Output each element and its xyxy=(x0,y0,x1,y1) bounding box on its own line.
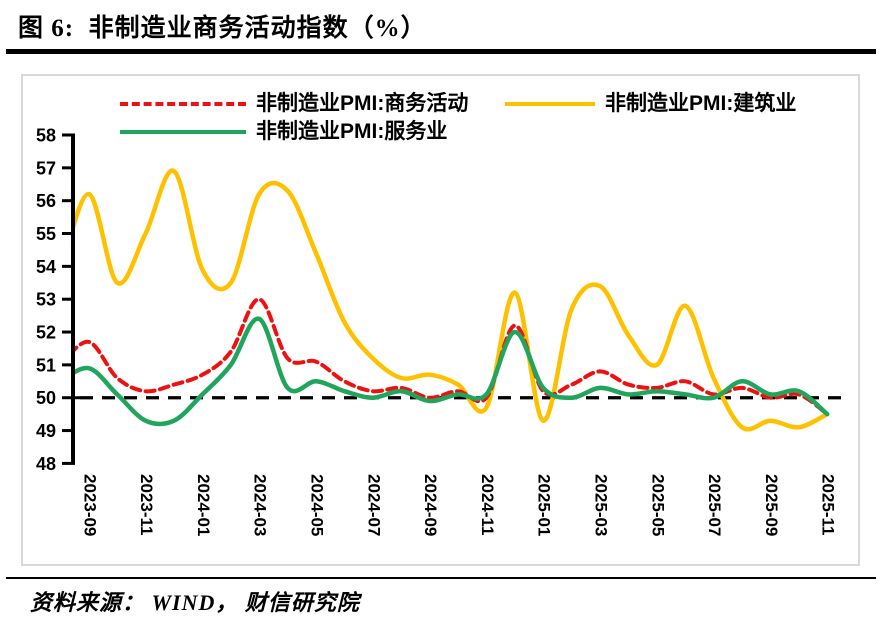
x-axis-label: 2023-09 xyxy=(80,474,99,536)
y-axis-tick xyxy=(62,396,80,400)
y-axis-label: 53 xyxy=(36,290,56,310)
y-axis-label: 48 xyxy=(36,454,56,474)
y-axis-tick xyxy=(62,199,71,203)
chart-panel: 48 49 50 51 52 53 54 55 56 57 58 2023-09 2023-11 2024… xyxy=(21,74,860,566)
legend-swatch-services xyxy=(120,130,246,134)
y-axis-tick xyxy=(62,166,71,170)
y-axis-line xyxy=(71,133,75,465)
y-axis-label: 52 xyxy=(36,323,56,343)
y-axis-tick xyxy=(62,264,71,268)
y-axis-label: 49 xyxy=(36,421,56,441)
x-axis-label: 2023-11 xyxy=(137,474,156,535)
x-axis-label: 2025-07 xyxy=(705,474,724,536)
y-axis-label: 58 xyxy=(36,126,56,146)
y-axis-tick xyxy=(62,461,71,465)
y-axis-tick xyxy=(62,133,71,137)
y-axis-tick xyxy=(62,363,71,367)
y-axis-label: 57 xyxy=(36,158,56,178)
x-axis-label: 2024-03 xyxy=(251,474,270,536)
series-business-activity-line xyxy=(75,297,830,417)
y-axis-tick xyxy=(62,330,71,334)
legend-item-services: 非制造业PMI:服务业 xyxy=(120,120,447,144)
series-services-line xyxy=(75,316,830,427)
legend-swatch-business-activity xyxy=(120,102,246,106)
legend-swatch-construction xyxy=(505,102,595,106)
x-axis-label: 2025-09 xyxy=(762,474,781,536)
y-axis-label: 56 xyxy=(36,191,56,211)
y-axis-label: 54 xyxy=(36,257,56,277)
y-axis-label: 50 xyxy=(36,388,56,408)
x-axis-label: 2024-11 xyxy=(478,474,497,535)
legend-item-construction: 非制造业PMI:建筑业 xyxy=(505,92,796,116)
figure-title: 图 6: 非制造业商务活动指数（%） xyxy=(18,15,427,42)
y-axis-label: 55 xyxy=(36,224,56,244)
legend-label-construction: 非制造业PMI:建筑业 xyxy=(605,92,797,115)
x-axis-label: 2024-05 xyxy=(308,474,327,536)
source-rule xyxy=(6,577,876,579)
legend-item-business-activity: 非制造业PMI:商务活动 xyxy=(120,92,468,116)
x-axis-label: 2025-11 xyxy=(819,474,838,535)
series-construction-line xyxy=(75,168,830,432)
x-axis-label: 2024-07 xyxy=(364,474,383,536)
legend-label-business-activity: 非制造业PMI:商务活动 xyxy=(256,92,469,115)
x-axis-label: 2025-01 xyxy=(535,474,554,536)
chart-plot: 48 49 50 51 52 53 54 55 56 57 58 2023-09 2023-11 2024… xyxy=(36,126,847,536)
y-axis-tick xyxy=(62,429,71,433)
x-axis-label: 2025-03 xyxy=(592,474,611,536)
x-axis-label: 2025-05 xyxy=(648,474,667,536)
y-axis-tick xyxy=(62,232,71,236)
y-axis-tick xyxy=(62,297,71,301)
title-rule xyxy=(6,49,876,54)
source-note: 资料来源： WIND， 财信研究院 xyxy=(30,590,360,615)
x-axis-label: 2024-09 xyxy=(421,474,440,536)
legend-label-services: 非制造业PMI:服务业 xyxy=(256,120,448,143)
y-axis-label: 51 xyxy=(36,355,56,375)
x-axis-label: 2024-01 xyxy=(194,474,213,536)
